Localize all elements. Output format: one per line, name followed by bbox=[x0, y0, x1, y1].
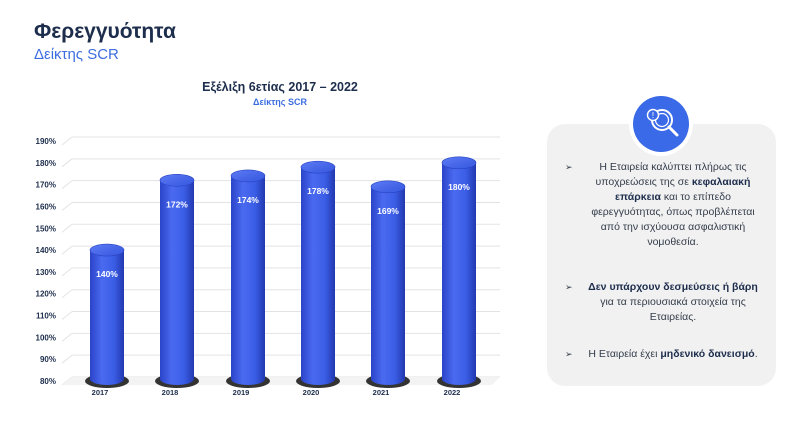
bullet-text: . bbox=[754, 348, 758, 360]
info-panel bbox=[547, 124, 776, 386]
bar-top bbox=[370, 180, 406, 194]
bar bbox=[301, 167, 335, 385]
gridline-diagonal bbox=[61, 267, 73, 277]
page-title: Φερεγγυότητα bbox=[34, 20, 176, 43]
magnifier-info-icon: ! bbox=[646, 108, 679, 137]
x-tick-label: 2022 bbox=[444, 388, 461, 397]
y-tick-label: 180% bbox=[36, 159, 56, 168]
data-label: 169% bbox=[377, 206, 399, 216]
y-tick-label: 90% bbox=[40, 355, 56, 364]
gridline-diagonal bbox=[61, 180, 73, 190]
y-tick-label: 130% bbox=[36, 268, 56, 277]
arrow-bullet-icon: ➢ bbox=[565, 282, 573, 292]
chart-subtitle: Δείκτης SCR bbox=[253, 97, 307, 107]
info-bullet: ➢ Η Εταιρεία καλύπτει πλήρως τις υποχρεώσ… bbox=[565, 160, 765, 250]
gridline-diagonal bbox=[61, 245, 73, 255]
gridline-diagonal bbox=[61, 289, 73, 299]
data-label: 178% bbox=[307, 186, 329, 196]
x-tick-label: 2019 bbox=[233, 388, 250, 397]
bar bbox=[371, 186, 405, 385]
bar bbox=[90, 250, 124, 385]
arrow-bullet-icon: ➢ bbox=[565, 162, 573, 172]
svg-text:!: ! bbox=[651, 111, 654, 120]
y-tick-label: 190% bbox=[36, 137, 56, 146]
gridline-diagonal bbox=[61, 136, 73, 146]
y-tick-label: 150% bbox=[36, 224, 56, 233]
bullet-text: Η Εταιρεία έχει bbox=[588, 348, 661, 360]
info-bullet: ➢ Δεν υπάρχουν δεσμεύσεις ή βάρη για τα π… bbox=[565, 280, 765, 325]
chart-title: Εξέλιξη 6ετίας 2017 – 2022 bbox=[202, 80, 358, 94]
y-tick-label: 140% bbox=[36, 246, 56, 255]
x-tick-label: 2021 bbox=[373, 388, 390, 397]
gridline-diagonal bbox=[61, 332, 73, 342]
y-tick-label: 80% bbox=[40, 377, 56, 386]
y-tick-label: 100% bbox=[36, 333, 56, 342]
bullet-text: Η Εταιρεία καλύπτει πλήρως τις υποχρεώσε… bbox=[595, 161, 747, 188]
gridline-diagonal bbox=[61, 158, 73, 168]
data-label: 172% bbox=[166, 199, 188, 209]
bar-top bbox=[89, 243, 125, 257]
bar bbox=[160, 180, 194, 385]
bar-top bbox=[230, 169, 266, 183]
bullet-text-bold: κεφαλαιακή επάρκεια bbox=[615, 176, 751, 203]
page-subtitle: Δείκτης SCR bbox=[34, 46, 119, 63]
info-bullet-list: ➢ Η Εταιρεία καλύπτει πλήρως τις υποχρεώσ… bbox=[565, 160, 765, 384]
x-tick-label: 2018 bbox=[162, 388, 179, 397]
y-tick-label: 110% bbox=[36, 312, 56, 321]
bar-top bbox=[300, 160, 336, 174]
gridline-diagonal bbox=[61, 311, 73, 320]
bullet-text-bold: μηδενικό δανεισμό bbox=[660, 348, 755, 360]
gridline-diagonal bbox=[61, 202, 73, 211]
data-label: 180% bbox=[448, 182, 470, 192]
y-tick-label: 120% bbox=[36, 290, 56, 299]
arrow-bullet-icon: ➢ bbox=[565, 349, 573, 359]
bar bbox=[231, 175, 265, 385]
bar-top bbox=[159, 173, 195, 187]
bullet-text-bold: Δεν υπάρχουν δεσμεύσεις ή βάρη bbox=[588, 281, 758, 293]
info-bullet: ➢ Η Εταιρεία έχει μηδενικό δανεισμό. bbox=[565, 347, 765, 362]
bullet-text: και το επίπεδο φερεγγυότητας, όπως προβλ… bbox=[591, 191, 755, 248]
data-label: 174% bbox=[237, 195, 259, 205]
data-label: 140% bbox=[96, 269, 118, 279]
y-tick-label: 160% bbox=[36, 202, 56, 211]
x-tick-label: 2020 bbox=[303, 388, 320, 397]
y-tick-label: 170% bbox=[36, 181, 56, 190]
gridline-diagonal bbox=[61, 354, 73, 364]
x-tick-label: 2017 bbox=[92, 388, 109, 397]
bar-top bbox=[441, 156, 477, 170]
info-badge: ! bbox=[633, 96, 689, 152]
bullet-text: για τα περιουσιακά στοιχεία της Εταιρεία… bbox=[600, 296, 746, 323]
bar bbox=[442, 162, 476, 385]
gridline-diagonal bbox=[61, 223, 73, 233]
bar-chart: 80% 90% 100% 110% 120% 130% 140% 150% 160% 170% 18… bbox=[36, 136, 500, 397]
